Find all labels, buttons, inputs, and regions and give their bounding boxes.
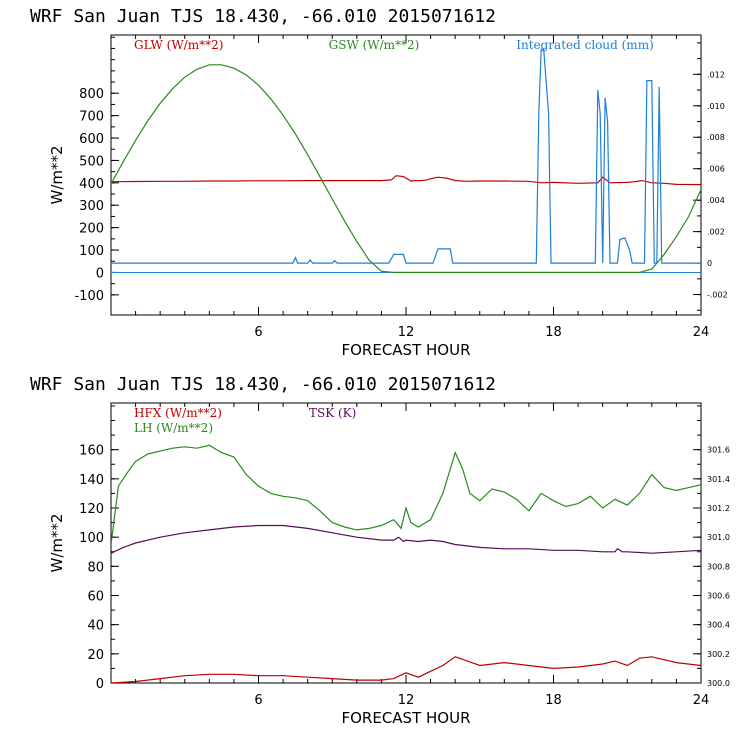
y2-tick-label: 301.0 bbox=[707, 533, 730, 542]
y-tick-label: 200 bbox=[79, 222, 104, 237]
y-tick-label: 20 bbox=[87, 648, 104, 663]
y2-tick-label: .006 bbox=[707, 165, 725, 174]
x-tick-label: 6 bbox=[254, 693, 262, 708]
y-tick-label: -100 bbox=[74, 289, 104, 304]
y-tick-label: 300 bbox=[79, 199, 104, 214]
y-tick-label: 160 bbox=[79, 444, 104, 459]
y-tick-label: 40 bbox=[87, 619, 104, 634]
chart-title: WRF San Juan TJS 18.430, -66.010 2015071… bbox=[30, 374, 496, 395]
series-line-lh bbox=[111, 444, 701, 545]
y2-tick-label: 300.8 bbox=[707, 562, 730, 571]
y2-tick-label: 300.6 bbox=[707, 592, 730, 601]
y-tick-label: 0 bbox=[96, 677, 104, 692]
y2-tick-label: .002 bbox=[707, 228, 725, 237]
y-tick-label: 100 bbox=[79, 244, 104, 259]
y-tick-label: 700 bbox=[79, 110, 104, 125]
series-line-integrated bbox=[111, 48, 701, 264]
y-tick-label: 140 bbox=[79, 473, 104, 488]
y2-tick-label: -.002 bbox=[707, 291, 728, 300]
y2-tick-label: 300.4 bbox=[707, 621, 730, 630]
y2-tick-label: 300.0 bbox=[707, 679, 730, 688]
series-line-tsk bbox=[111, 524, 701, 554]
series-line-glw bbox=[111, 175, 701, 186]
y-tick-label: 500 bbox=[79, 154, 104, 169]
legend-entry-gsw: GSW (W/m**2) bbox=[329, 38, 420, 52]
y2-tick-label: .010 bbox=[707, 102, 725, 111]
legend-entry-tsk: TSK (K) bbox=[309, 406, 356, 420]
legend-entry-lh: LH (W/m**2) bbox=[134, 421, 213, 435]
x-tick-label: 24 bbox=[693, 693, 710, 708]
legend-entry-hfx: HFX (W/m**2) bbox=[134, 406, 222, 420]
x-tick-label: 24 bbox=[693, 325, 710, 340]
x-tick-label: 6 bbox=[254, 325, 262, 340]
y-axis-label: W/m**2 bbox=[48, 145, 66, 204]
y2-tick-label: .008 bbox=[707, 133, 725, 142]
y-axis-label: W/m**2 bbox=[48, 513, 66, 572]
y2-tick-label: 0 bbox=[707, 259, 712, 268]
x-tick-label: 12 bbox=[398, 693, 415, 708]
x-tick-label: 12 bbox=[398, 325, 415, 340]
y-tick-label: 400 bbox=[79, 177, 104, 192]
x-axis-label: FORECAST HOUR bbox=[341, 341, 470, 359]
y-tick-label: 0 bbox=[96, 266, 104, 281]
y2-tick-label: 301.2 bbox=[707, 504, 730, 513]
x-tick-label: 18 bbox=[545, 325, 562, 340]
plot-frame bbox=[110, 402, 702, 684]
y2-tick-label: 301.6 bbox=[707, 446, 730, 455]
y2-tick-label: 301.4 bbox=[707, 475, 730, 484]
y-tick-label: 800 bbox=[79, 87, 104, 102]
chart-title: WRF San Juan TJS 18.430, -66.010 2015071… bbox=[30, 6, 496, 27]
y2-tick-label: 300.2 bbox=[707, 650, 730, 659]
y-tick-label: 60 bbox=[87, 590, 104, 605]
y-tick-label: 600 bbox=[79, 132, 104, 147]
legend-entry-integrated: Integrated cloud (mm) bbox=[516, 38, 654, 52]
y-tick-label: 80 bbox=[87, 560, 104, 575]
x-axis-label: FORECAST HOUR bbox=[341, 709, 470, 727]
chart-panel-1: WRF San Juan TJS 18.430, -66.010 2015071… bbox=[30, 6, 728, 359]
chart-panel-2: WRF San Juan TJS 18.430, -66.010 2015071… bbox=[30, 374, 730, 727]
y-tick-label: 100 bbox=[79, 531, 104, 546]
y-tick-label: 120 bbox=[79, 502, 104, 517]
series-line-gsw bbox=[111, 64, 701, 273]
y2-tick-label: .012 bbox=[707, 70, 725, 79]
x-tick-label: 18 bbox=[545, 693, 562, 708]
y2-tick-label: .004 bbox=[707, 196, 725, 205]
legend-entry-glw: GLW (W/m**2) bbox=[134, 38, 223, 52]
series-line-hfx bbox=[111, 656, 701, 683]
